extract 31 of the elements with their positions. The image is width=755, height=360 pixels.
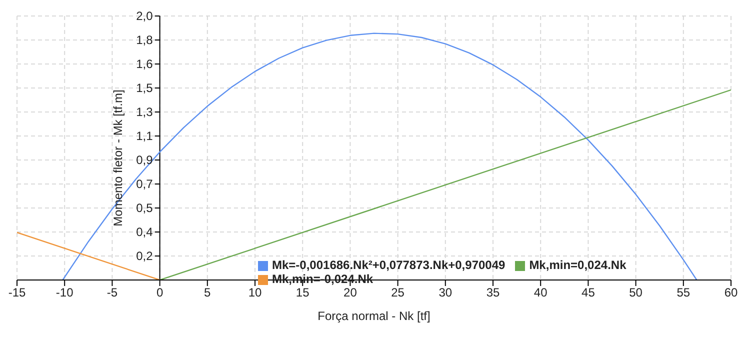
x-tick-label: 20 [344,286,358,300]
x-tick-label: -10 [56,286,74,300]
x-tick-label: 40 [534,286,548,300]
y-tick-label: 0,9 [136,153,154,167]
x-tick-label: 10 [248,286,262,300]
x-tick-label: 55 [676,286,690,300]
x-tick-label: 5 [204,286,212,300]
y-tick-label: 1,1 [136,129,154,143]
y-tick-label: 0,4 [136,225,154,240]
y-tick-label: 2,0 [136,9,154,23]
x-tick-label: 35 [486,286,500,300]
y-tick-label: 0,5 [136,200,154,215]
x-tick-label: 0 [156,286,164,300]
y-tick-label: 1,3 [136,105,154,120]
x-tick-label: 15 [296,286,310,300]
x-tick-label: 60 [724,286,738,300]
x-tick-label: -15 [8,286,26,300]
x-tick-label: 30 [438,286,452,300]
legend-label: Mk=-0,001686.Nk²+0,077873.Nk+0,970049 [272,258,506,272]
x-tick-label: -5 [106,286,118,300]
x-tick-label: 50 [629,286,643,300]
y-axis-title: Momento fletor - Mk [tf.m] [110,90,125,226]
y-tick-label: 1,5 [136,81,154,96]
legend-label: Mk,min=0,024.Nk [529,258,626,272]
y-tick-label: 0,2 [136,249,154,263]
y-tick-label: 1,8 [136,33,154,47]
x-axis-title: Força normal - Nk [tf] [318,309,430,323]
y-tick-label: 0,7 [136,176,154,191]
y-tick-label: 1,6 [136,56,154,71]
x-tick-label: 45 [582,286,596,300]
x-tick-label: 25 [391,286,405,300]
